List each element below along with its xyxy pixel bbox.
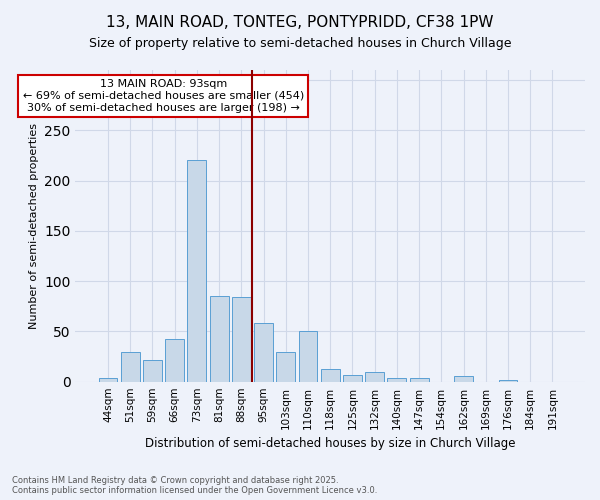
Text: Size of property relative to semi-detached houses in Church Village: Size of property relative to semi-detach… (89, 38, 511, 51)
Y-axis label: Number of semi-detached properties: Number of semi-detached properties (29, 123, 38, 329)
Bar (277, 352, 295, 382)
Bar (209, 296, 229, 382)
Bar (143, 360, 162, 382)
Bar (254, 324, 273, 382)
Bar (321, 368, 340, 382)
Bar (499, 380, 517, 382)
Bar (410, 378, 428, 382)
Text: 13, MAIN ROAD, TONTEG, PONTYPRIDD, CF38 1PW: 13, MAIN ROAD, TONTEG, PONTYPRIDD, CF38 … (106, 15, 494, 30)
Bar (121, 352, 140, 382)
X-axis label: Distribution of semi-detached houses by size in Church Village: Distribution of semi-detached houses by … (145, 437, 515, 450)
Bar (299, 332, 317, 382)
Bar (343, 374, 362, 382)
Text: 13 MAIN ROAD: 93sqm
← 69% of semi-detached houses are smaller (454)
30% of semi-: 13 MAIN ROAD: 93sqm ← 69% of semi-detach… (23, 80, 304, 112)
Bar (165, 340, 184, 382)
Bar (365, 372, 384, 382)
Bar (98, 378, 118, 382)
Bar (388, 378, 406, 382)
Bar (187, 160, 206, 382)
Bar (454, 376, 473, 382)
Bar (232, 297, 251, 382)
Text: Contains HM Land Registry data © Crown copyright and database right 2025.
Contai: Contains HM Land Registry data © Crown c… (12, 476, 377, 495)
